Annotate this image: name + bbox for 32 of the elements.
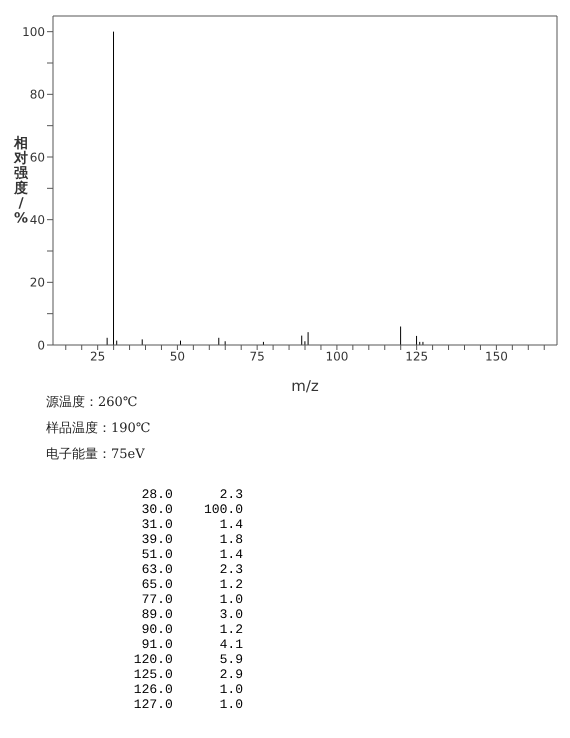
text: 91.0 4.1 [140, 637, 243, 652]
x-tick-label: 150 [484, 350, 508, 364]
x-tick-label: 75 [250, 350, 265, 364]
text: 120.0 5.9 [132, 652, 243, 667]
text: 65.0 1.2 [140, 577, 243, 592]
y-tick-label: 40 [30, 212, 45, 227]
x-tick-label: 100 [325, 350, 348, 364]
text: 源温度：260℃ [46, 395, 138, 410]
x-tick-label: 50 [170, 350, 186, 364]
text: 39.0 1.8 [140, 532, 243, 547]
text: 126.0 1.0 [132, 682, 243, 697]
y-tick-label: 60 [30, 150, 45, 164]
text: 89.0 3.0 [140, 607, 243, 622]
text: 90.0 1.2 [140, 622, 243, 637]
y-tick-label: 80 [30, 88, 45, 102]
text: 125.0 2.9 [132, 667, 243, 682]
x-tick-label: 125 [405, 350, 428, 364]
y-tick-label: 0 [37, 338, 45, 352]
text: 电子能量：75eV [46, 446, 146, 464]
text: 51.0 1.4 [140, 547, 243, 562]
text: 28.0 2.3 [140, 487, 243, 502]
text: 31.0 1.4 [140, 517, 243, 532]
x-axis-title: m/z [291, 377, 319, 395]
y-axis-title: 相对强度/% [13, 136, 29, 226]
text: 77.0 1.0 [140, 592, 243, 607]
x-tick-label: 25 [90, 350, 106, 364]
text: 样品温度：190℃ [46, 420, 152, 438]
y-tick-label: 20 [30, 276, 45, 290]
y-tick-label: 100 [22, 24, 45, 39]
text: 63.0 2.3 [140, 562, 243, 577]
text: 127.0 1.0 [132, 697, 243, 712]
text: 30.0 100.0 [140, 502, 243, 517]
